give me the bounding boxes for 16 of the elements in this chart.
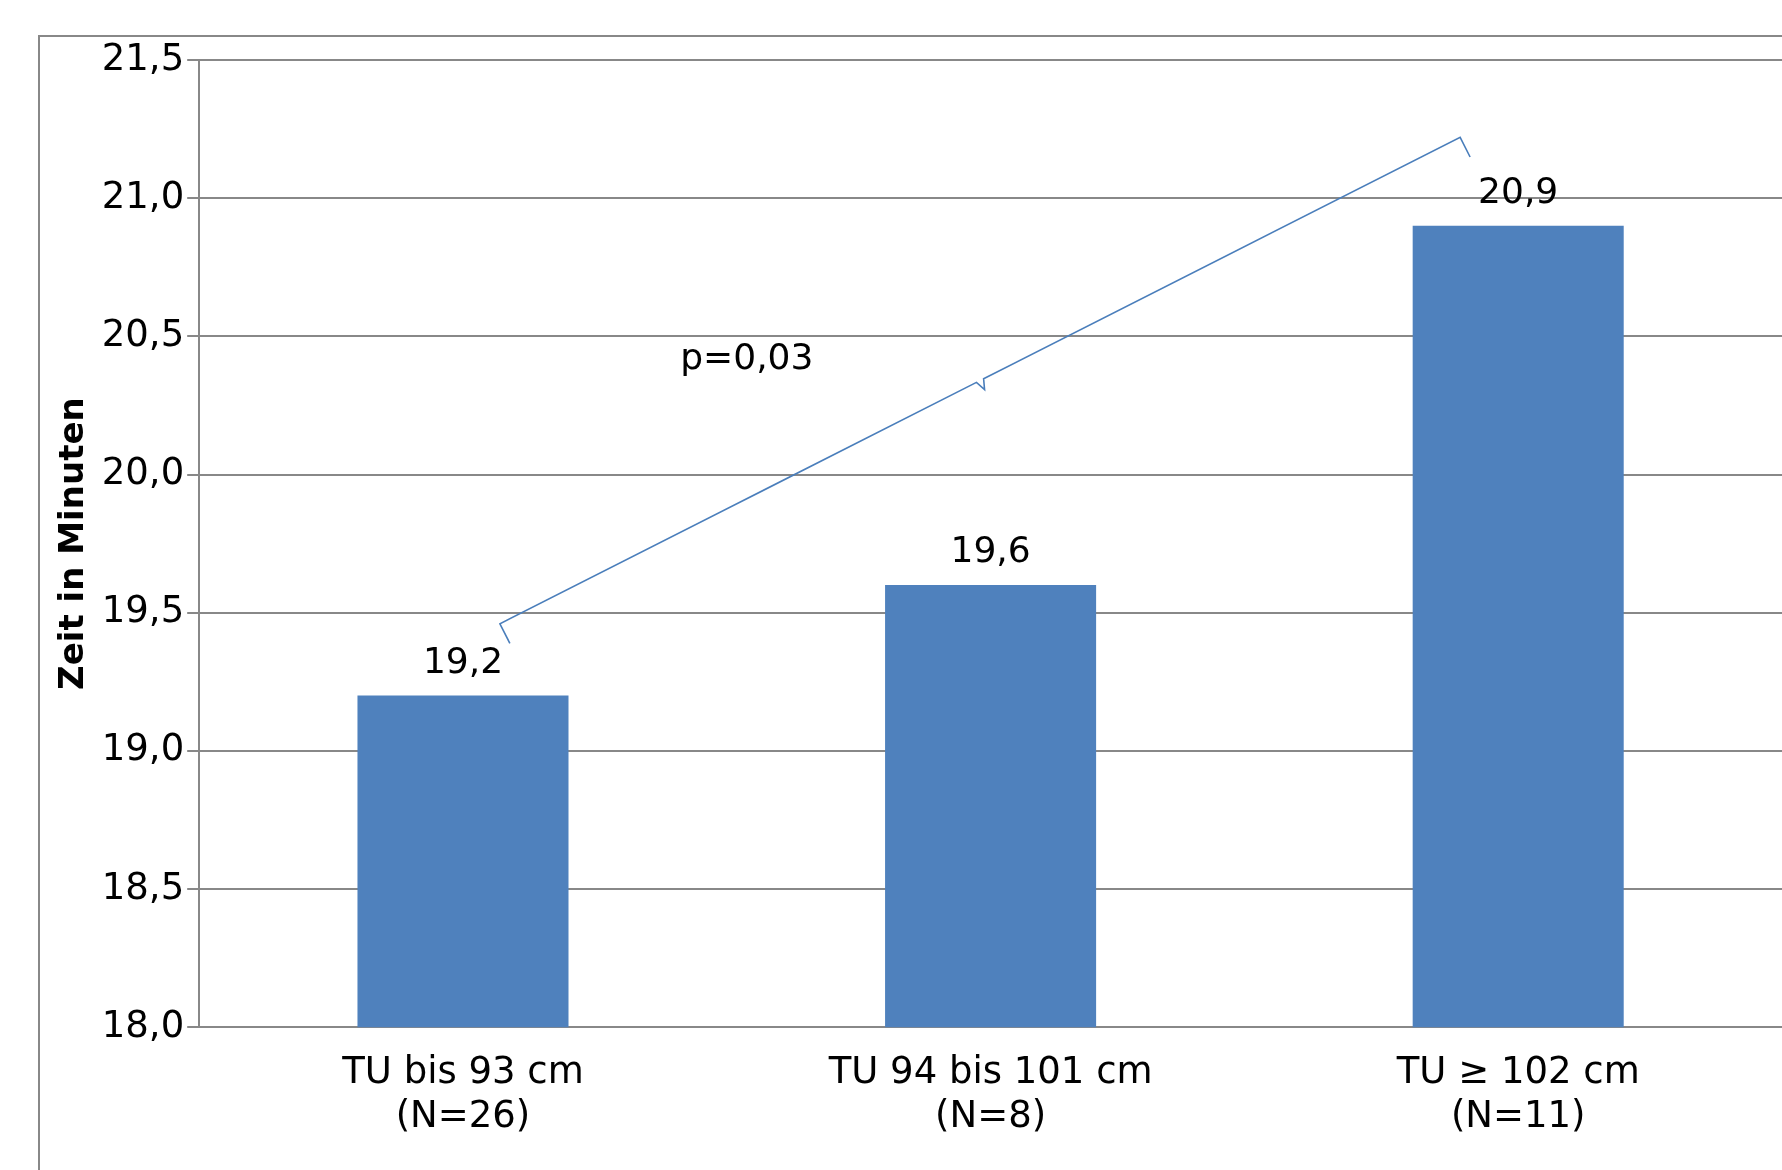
y-tick-label: 18,5	[101, 864, 185, 908]
data-label: 19,2	[422, 639, 504, 681]
data-label: 20,9	[1478, 170, 1559, 212]
y-tick-label: 19,0	[101, 726, 185, 770]
y-axis-title: Zeit in Minuten	[51, 397, 92, 690]
annotation: p=0,03	[680, 335, 814, 377]
y-tick-label: 18,0	[101, 1002, 185, 1046]
x-tick-label: TU 94 bis 101 cm (N=8)	[827, 1049, 1153, 1137]
y-tick-label: 21,0	[101, 173, 185, 217]
x-tick-label: TU ≥ 102 cm (N=11)	[1395, 1049, 1640, 1137]
y-tick-label: 20,0	[101, 450, 185, 494]
y-tick-label: 21,5	[101, 35, 185, 79]
data-label: 19,6	[950, 529, 1031, 571]
x-tick-label: TU bis 93 cm (N=26)	[341, 1049, 584, 1137]
y-tick-label: 19,5	[101, 588, 185, 632]
y-tick-label: 20,5	[101, 311, 185, 355]
